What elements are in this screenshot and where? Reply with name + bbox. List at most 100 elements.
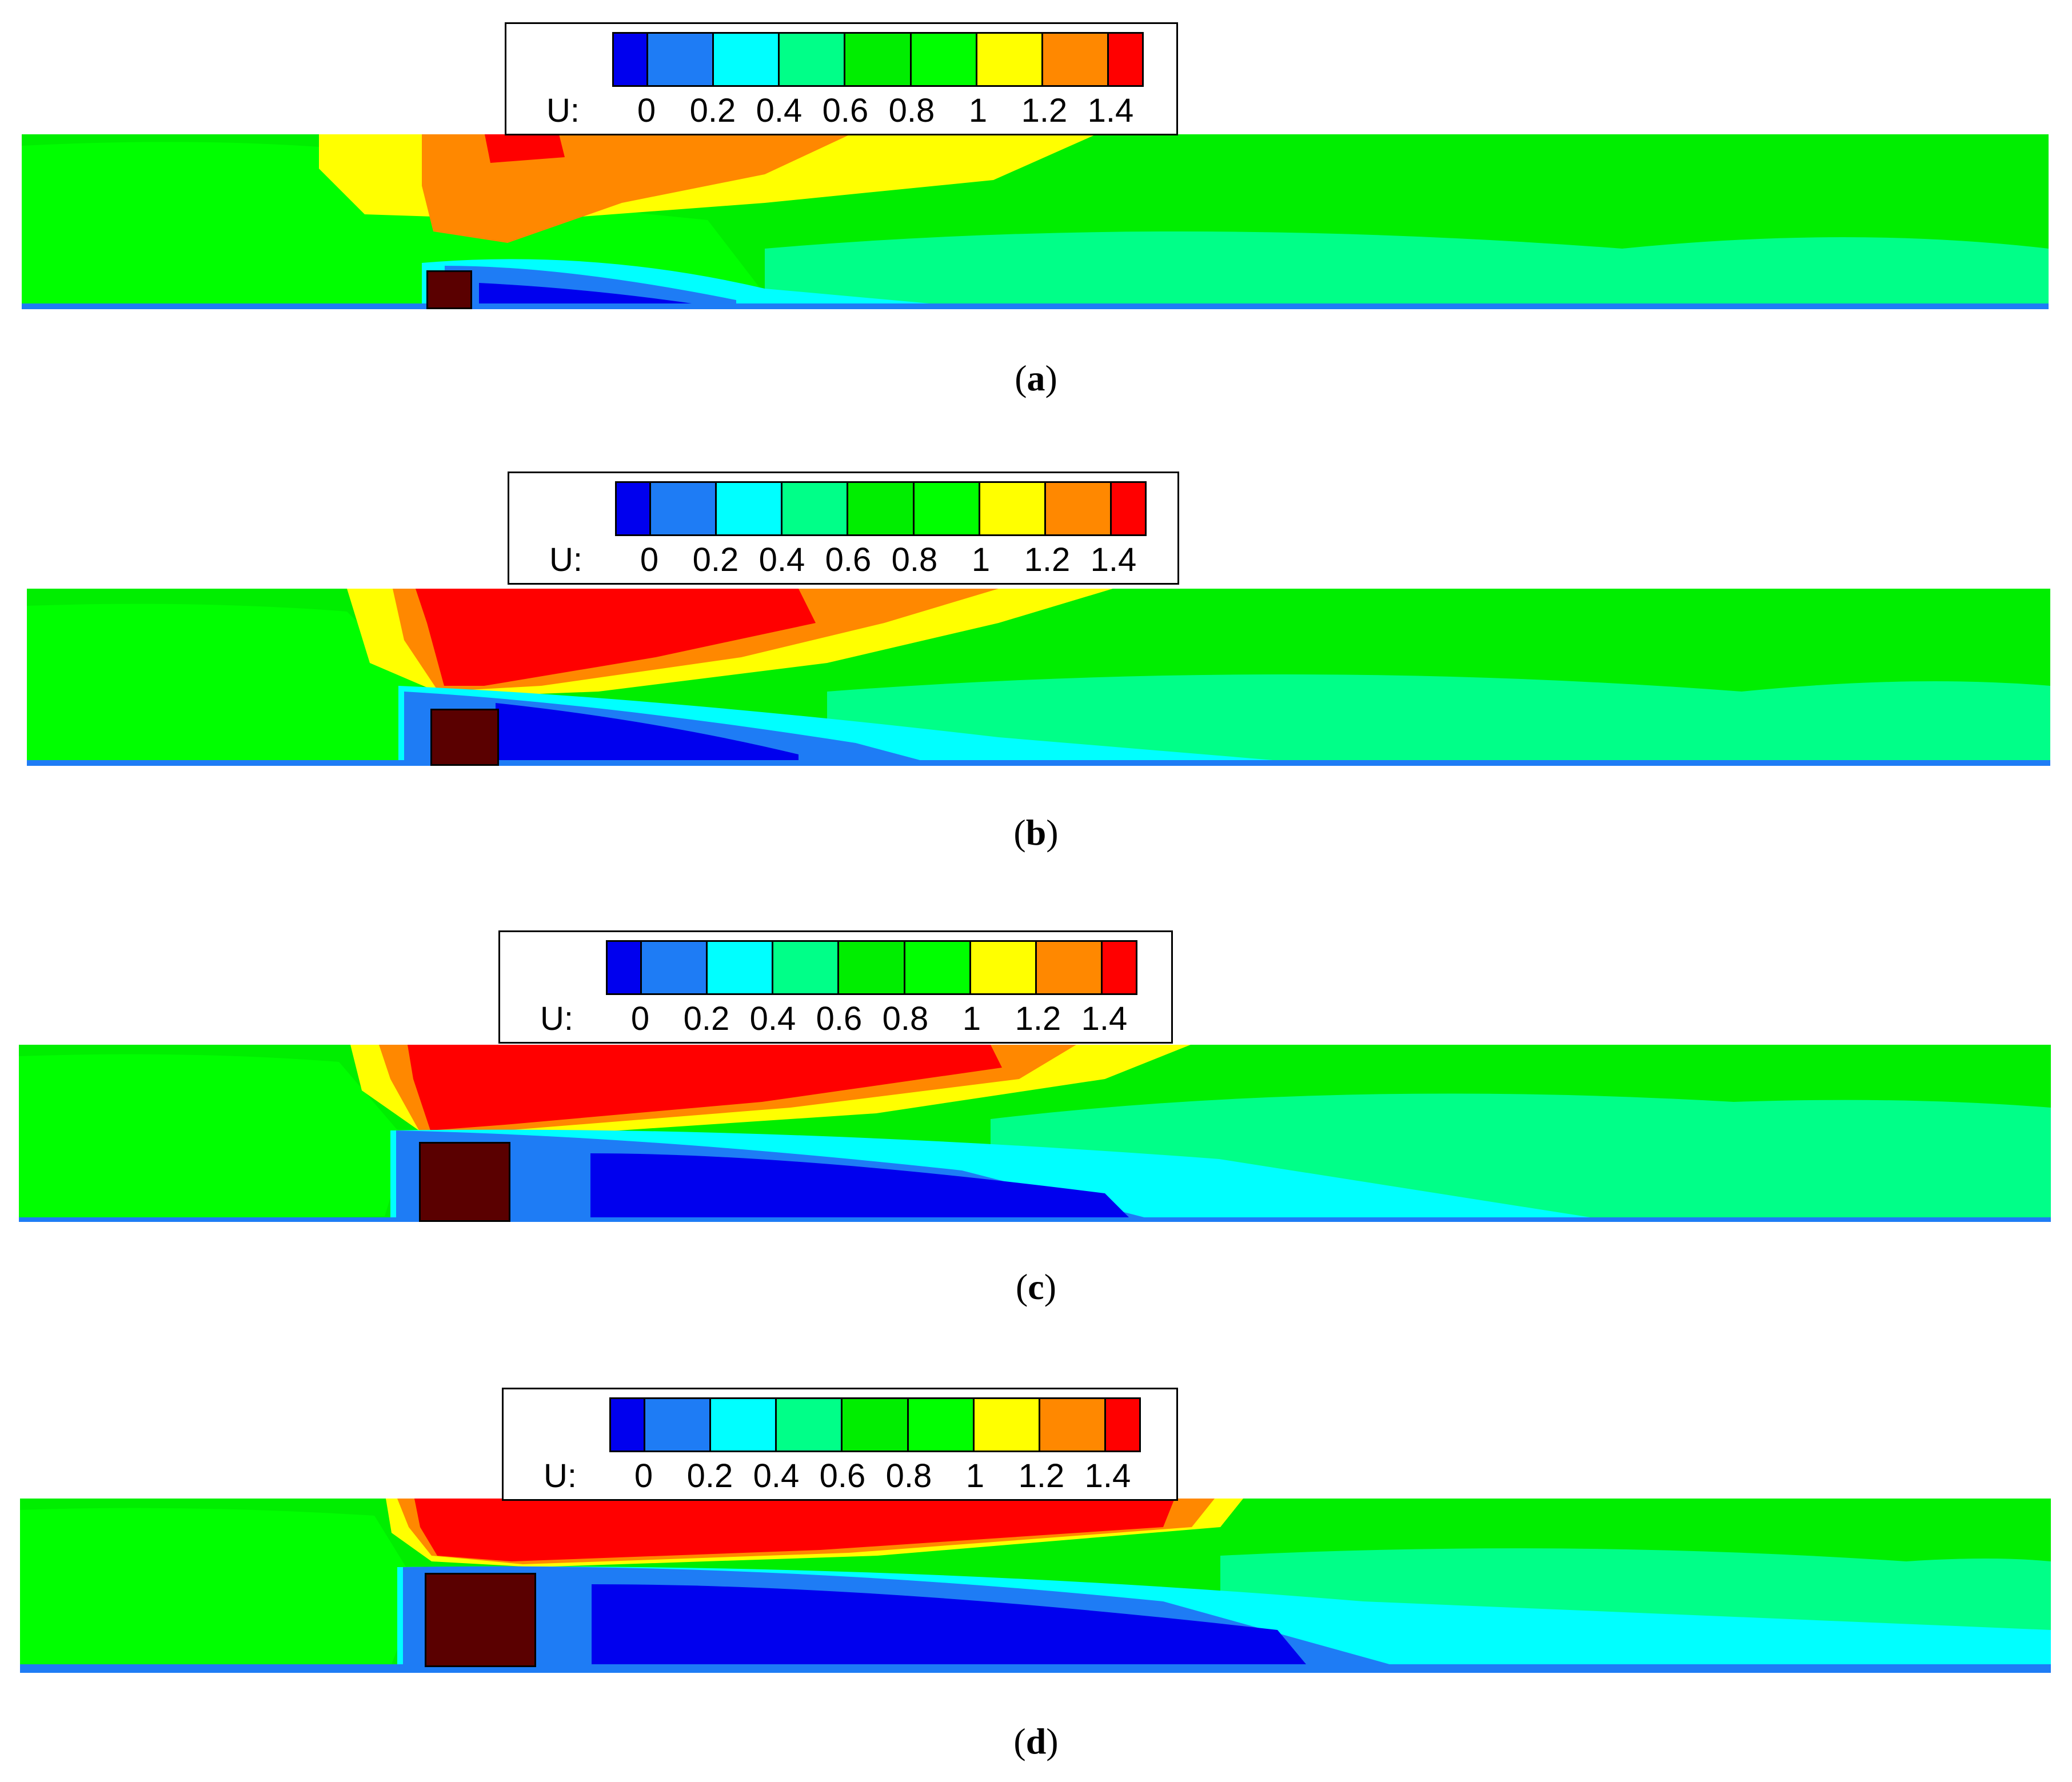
legend-colorbar-a bbox=[612, 32, 1144, 87]
legend-c: U: 0 0.2 0.4 0.6 0.8 1 1.2 1.4 bbox=[498, 930, 1173, 1044]
legend-tick: 1.4 bbox=[1084, 1457, 1131, 1495]
obstacle-block-a bbox=[426, 270, 472, 309]
contour-plot-d bbox=[20, 1499, 2051, 1673]
legend-swatch bbox=[914, 483, 980, 534]
legend-swatch bbox=[713, 34, 780, 85]
contour-plot-c bbox=[19, 1045, 2051, 1222]
legend-swatch bbox=[773, 942, 840, 993]
legend-tick: 1 bbox=[968, 92, 988, 129]
velocity-contour-field-c bbox=[19, 1045, 2051, 1222]
legend-tick: 0.2 bbox=[689, 92, 736, 129]
panel-caption-b: (b) bbox=[1013, 812, 1059, 853]
legend-tick: 0 bbox=[630, 1000, 650, 1037]
legend-swatch bbox=[648, 34, 714, 85]
legend-swatch bbox=[608, 942, 642, 993]
legend-tick: 0.2 bbox=[683, 1000, 730, 1037]
legend-swatch bbox=[777, 1399, 843, 1451]
panel-c: U: 0 0.2 0.4 0.6 0.8 1 1.2 1.4 (c) bbox=[0, 0, 2072, 1307]
legend-swatch bbox=[1112, 483, 1145, 534]
legend-swatch bbox=[843, 1399, 909, 1451]
legend-tick: 1.4 bbox=[1090, 541, 1137, 578]
contour-plot-a bbox=[22, 134, 2049, 309]
legend-swatch bbox=[1109, 34, 1142, 85]
legend-tick: 0.6 bbox=[819, 1457, 866, 1495]
legend-tick: 0.4 bbox=[753, 1457, 800, 1495]
legend-swatch bbox=[716, 483, 783, 534]
legend-swatch bbox=[971, 942, 1037, 993]
legend-tick: 1.4 bbox=[1081, 1000, 1128, 1037]
legend-tick: 0.2 bbox=[686, 1457, 733, 1495]
legend-swatch bbox=[611, 1399, 645, 1451]
legend-tick: 0.4 bbox=[758, 541, 805, 578]
legend-swatch bbox=[974, 1399, 1041, 1451]
legend-swatch bbox=[707, 942, 774, 993]
legend-tick: 0.8 bbox=[882, 1000, 929, 1037]
legend-tick: 0.4 bbox=[749, 1000, 796, 1037]
legend-swatch bbox=[617, 483, 651, 534]
panel-a: U: 0 0.2 0.4 0.6 0.8 1 1.2 1.4 (a) bbox=[0, 0, 2072, 446]
legend-tick: 0.8 bbox=[888, 92, 935, 129]
velocity-contour-field-d bbox=[20, 1499, 2051, 1673]
legend-tick: 1.2 bbox=[1024, 541, 1071, 578]
legend-tick: 0.8 bbox=[891, 541, 938, 578]
obstacle-block-c bbox=[419, 1142, 510, 1222]
legend-swatch bbox=[783, 483, 849, 534]
legend-swatch bbox=[845, 34, 912, 85]
legend-tick: 1.2 bbox=[1015, 1000, 1061, 1037]
legend-swatch bbox=[1043, 34, 1109, 85]
legend-swatch bbox=[614, 34, 648, 85]
legend-swatch bbox=[908, 1399, 975, 1451]
velocity-contour-field-b bbox=[27, 589, 2050, 766]
legend-swatch bbox=[645, 1399, 711, 1451]
legend-a: U: 0 0.2 0.4 0.6 0.8 1 1.2 1.4 bbox=[505, 22, 1178, 135]
legend-swatch bbox=[641, 942, 708, 993]
legend-swatch bbox=[980, 483, 1047, 534]
legend-colorbar-b bbox=[615, 481, 1147, 536]
legend-colorbar-c bbox=[606, 940, 1137, 995]
legend-swatch bbox=[839, 942, 905, 993]
panel-caption-d: (d) bbox=[1013, 1721, 1059, 1761]
obstacle-block-d bbox=[425, 1573, 536, 1667]
obstacle-block-b bbox=[430, 709, 499, 766]
legend-tick: 1 bbox=[965, 1457, 985, 1495]
legend-variable-label: U: bbox=[540, 1000, 573, 1037]
legend-swatch bbox=[848, 483, 915, 534]
legend-variable-label: U: bbox=[549, 541, 582, 578]
legend-colorbar-d bbox=[609, 1397, 1141, 1452]
legend-variable-label: U: bbox=[544, 1457, 577, 1495]
legend-swatch bbox=[1037, 942, 1103, 993]
legend-swatch bbox=[911, 34, 977, 85]
panel-caption-c: (c) bbox=[1015, 1266, 1057, 1307]
legend-swatch bbox=[1040, 1399, 1107, 1451]
contour-plot-b bbox=[27, 589, 2050, 766]
legend-tick: 0 bbox=[637, 92, 656, 129]
legend-swatch bbox=[905, 942, 971, 993]
legend-b: U: 0 0.2 0.4 0.6 0.8 1 1.2 1.4 bbox=[508, 472, 1179, 585]
legend-tick: 0.6 bbox=[816, 1000, 863, 1037]
legend-swatch bbox=[1046, 483, 1112, 534]
legend-tick: 1 bbox=[971, 541, 991, 578]
panel-b: U: 0 0.2 0.4 0.6 0.8 1 1.2 1.4 (b) bbox=[0, 0, 2072, 853]
velocity-contour-field-a bbox=[22, 134, 2049, 309]
legend-tick: 0.8 bbox=[885, 1457, 932, 1495]
legend-variable-label: U: bbox=[546, 92, 580, 129]
legend-tick: 0.2 bbox=[692, 541, 739, 578]
legend-tick: 1.4 bbox=[1087, 92, 1134, 129]
legend-swatch bbox=[780, 34, 846, 85]
legend-tick: 0.6 bbox=[825, 541, 872, 578]
legend-tick: 1.2 bbox=[1021, 92, 1068, 129]
legend-swatch bbox=[650, 483, 717, 534]
legend-tick: 0 bbox=[640, 541, 659, 578]
legend-swatch bbox=[710, 1399, 777, 1451]
panel-caption-a: (a) bbox=[1015, 358, 1057, 398]
legend-tick: 0.4 bbox=[756, 92, 803, 129]
legend-tick: 0.6 bbox=[822, 92, 869, 129]
legend-swatch bbox=[1103, 942, 1136, 993]
legend-tick: 0 bbox=[634, 1457, 653, 1495]
legend-tick: 1.2 bbox=[1018, 1457, 1065, 1495]
legend-tick: 1 bbox=[962, 1000, 981, 1037]
legend-d: U: 0 0.2 0.4 0.6 0.8 1 1.2 1.4 bbox=[502, 1388, 1178, 1501]
legend-swatch bbox=[977, 34, 1044, 85]
legend-swatch bbox=[1106, 1399, 1139, 1451]
